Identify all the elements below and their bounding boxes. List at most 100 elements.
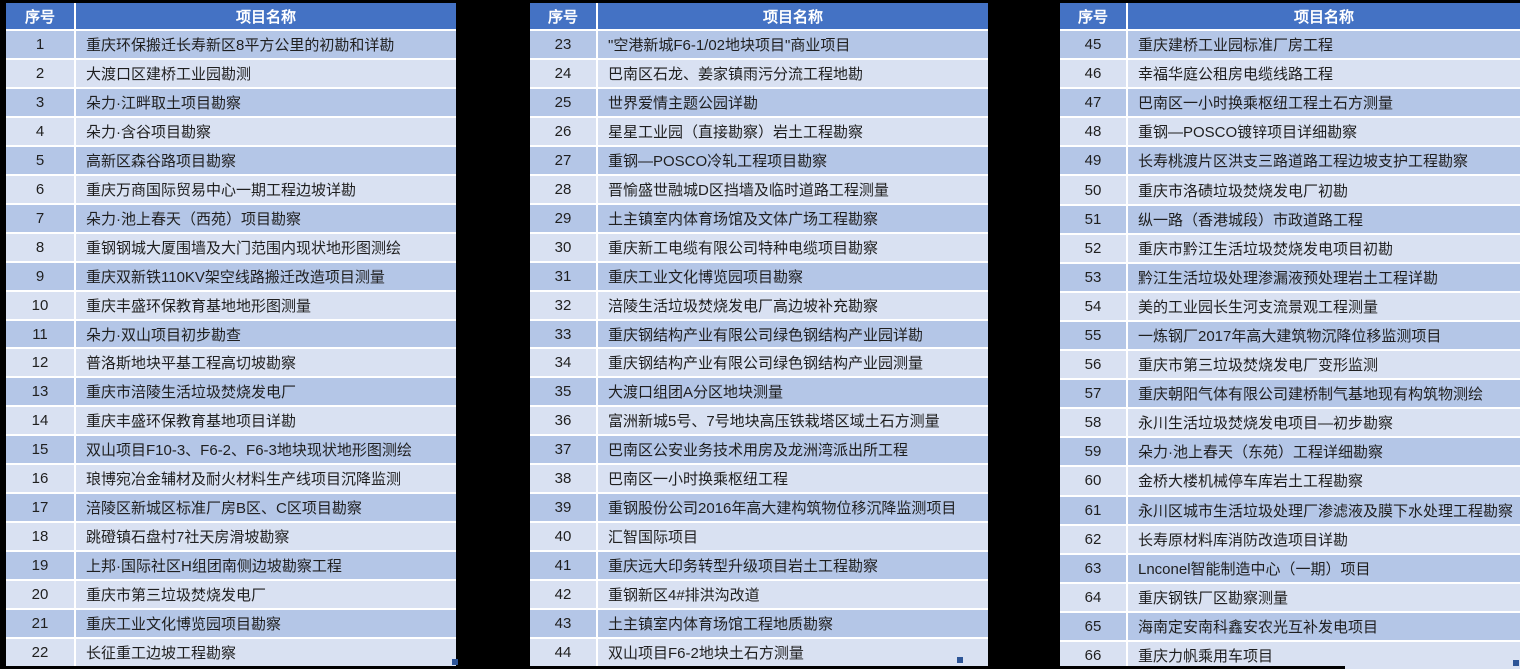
row-number-cell[interactable]: 51 [1060, 205, 1126, 233]
row-number-cell[interactable]: 26 [530, 117, 596, 145]
row-number-cell[interactable]: 32 [530, 291, 596, 319]
row-number-cell[interactable]: 11 [6, 320, 74, 348]
project-name-cell[interactable]: 重庆远大印务转型升级项目岩土工程勘察 [598, 552, 988, 580]
row-number-cell[interactable]: 12 [6, 349, 74, 377]
row-number-cell[interactable]: 44 [530, 639, 596, 666]
row-number-cell[interactable]: 2 [6, 59, 74, 87]
row-number-cell[interactable]: 37 [530, 436, 596, 464]
project-name-cell[interactable]: 永川生活垃圾焚烧发电项目—初步勘察 [1128, 409, 1520, 437]
row-number-cell[interactable]: 42 [530, 581, 596, 609]
project-name-cell[interactable]: 巴南区石龙、姜家镇雨污分流工程地勘 [598, 59, 988, 87]
project-name-cell[interactable]: 星星工业园（直接勘察）岩土工程勘察 [598, 117, 988, 145]
row-number-cell[interactable]: 22 [6, 639, 74, 666]
row-number-cell[interactable]: 57 [1060, 380, 1126, 408]
row-number-cell[interactable]: 14 [6, 407, 74, 435]
row-number-cell[interactable]: 64 [1060, 583, 1126, 611]
row-number-cell[interactable]: 24 [530, 59, 596, 87]
project-name-cell[interactable]: 长寿桃渡片区洪支三路道路工程边坡支护工程勘察 [1128, 147, 1520, 175]
project-name-cell[interactable]: 重庆钢结构产业有限公司绿色钢结构产业园测量 [598, 349, 988, 377]
project-name-cell[interactable]: 永川区城市生活垃圾处理厂渗滤液及膜下水处理工程勘察 [1128, 496, 1520, 524]
row-number-cell[interactable]: 56 [1060, 351, 1126, 379]
row-number-cell[interactable]: 7 [6, 204, 74, 232]
project-name-cell[interactable]: 重庆万商国际贸易中心一期工程边坡详勘 [76, 175, 456, 203]
fill-handle-group-3[interactable] [1513, 660, 1519, 666]
row-number-cell[interactable]: 34 [530, 349, 596, 377]
header-cell-index[interactable]: 序号 [6, 3, 74, 29]
row-number-cell[interactable]: 20 [6, 581, 74, 609]
project-name-cell[interactable]: 朵力·池上春天（西苑）项目勘察 [76, 204, 456, 232]
row-number-cell[interactable]: 48 [1060, 118, 1126, 146]
project-name-cell[interactable]: 重庆工业文化博览园项目勘察 [598, 262, 988, 290]
row-number-cell[interactable]: 13 [6, 378, 74, 406]
project-name-cell[interactable]: 重庆环保搬迁长寿新区8平方公里的初勘和详勘 [76, 31, 456, 58]
row-number-cell[interactable]: 31 [530, 262, 596, 290]
project-name-cell[interactable]: 晋愉盛世融城D区挡墙及临时道路工程测量 [598, 175, 988, 203]
project-name-cell[interactable]: 大渡口区建桥工业园勘测 [76, 59, 456, 87]
project-name-cell[interactable]: 朵力·含谷项目勘察 [76, 117, 456, 145]
row-number-cell[interactable]: 60 [1060, 467, 1126, 495]
row-number-cell[interactable]: 9 [6, 262, 74, 290]
header-cell-index[interactable]: 序号 [1060, 3, 1126, 29]
row-number-cell[interactable]: 46 [1060, 60, 1126, 88]
row-number-cell[interactable]: 28 [530, 175, 596, 203]
row-number-cell[interactable]: 39 [530, 494, 596, 522]
row-number-cell[interactable]: 53 [1060, 263, 1126, 291]
project-name-cell[interactable]: 大渡口组团A分区地块测量 [598, 378, 988, 406]
row-number-cell[interactable]: 47 [1060, 89, 1126, 117]
row-number-cell[interactable]: 3 [6, 88, 74, 116]
project-name-cell[interactable]: 巴南区一小时换乘枢纽工程 [598, 465, 988, 493]
row-number-cell[interactable]: 49 [1060, 147, 1126, 175]
project-name-cell[interactable]: "空港新城F6-1/02地块项目"商业项目 [598, 31, 988, 58]
project-name-cell[interactable]: 重庆朝阳气体有限公司建桥制气基地现有构筑物测绘 [1128, 380, 1520, 408]
row-number-cell[interactable]: 66 [1060, 641, 1126, 669]
row-number-cell[interactable]: 6 [6, 175, 74, 203]
row-number-cell[interactable]: 63 [1060, 554, 1126, 582]
project-name-cell[interactable]: 重庆新工电缆有限公司特种电缆项目勘察 [598, 233, 988, 261]
row-number-cell[interactable]: 38 [530, 465, 596, 493]
project-name-cell[interactable]: 重庆双新铁110KV架空线路搬迁改造项目测量 [76, 262, 456, 290]
project-name-cell[interactable]: 富洲新城5号、7号地块高压铁栽塔区域土石方测量 [598, 407, 988, 435]
project-name-cell[interactable]: 黔江生活垃圾处理渗漏液预处理岩土工程详勘 [1128, 263, 1520, 291]
project-name-cell[interactable]: 金桥大楼机械停车库岩土工程勘察 [1128, 467, 1520, 495]
project-name-cell[interactable]: 上邦·国际社区H组团南侧边坡勘察工程 [76, 552, 456, 580]
row-number-cell[interactable]: 23 [530, 31, 596, 58]
project-name-cell[interactable]: 重庆钢铁厂区勘察测量 [1128, 583, 1520, 611]
project-name-cell[interactable]: 巴南区公安业务技术用房及龙洲湾派出所工程 [598, 436, 988, 464]
row-number-cell[interactable]: 59 [1060, 438, 1126, 466]
project-name-cell[interactable]: 朵力·双山项目初步勘查 [76, 320, 456, 348]
row-number-cell[interactable]: 62 [1060, 525, 1126, 553]
project-name-cell[interactable]: 海南定安南科鑫安农光互补发电项目 [1128, 612, 1520, 640]
row-number-cell[interactable]: 36 [530, 407, 596, 435]
project-name-cell[interactable]: 重庆建桥工业园标准厂房工程 [1128, 31, 1520, 59]
project-name-cell[interactable]: 高新区森谷路项目勘察 [76, 146, 456, 174]
project-name-cell[interactable]: 跳磴镇石盘村7社天房滑坡勘察 [76, 523, 456, 551]
row-number-cell[interactable]: 33 [530, 320, 596, 348]
row-number-cell[interactable]: 61 [1060, 496, 1126, 524]
project-name-cell[interactable]: 长寿原材料库消防改造项目详勘 [1128, 525, 1520, 553]
project-name-cell[interactable]: 重庆市第三垃圾焚烧发电厂变形监测 [1128, 351, 1520, 379]
header-cell-index[interactable]: 序号 [530, 3, 596, 29]
project-name-cell[interactable]: 一炼钢厂2017年高大建筑物沉降位移监测项目 [1128, 321, 1520, 350]
row-number-cell[interactable]: 5 [6, 146, 74, 174]
project-name-cell[interactable]: 长征重工边坡工程勘察 [76, 639, 456, 666]
row-number-cell[interactable]: 27 [530, 146, 596, 174]
row-number-cell[interactable]: 25 [530, 88, 596, 116]
project-name-cell[interactable]: 双山项目F10-3、F6-2、F6-3地块现状地形图测绘 [76, 436, 456, 464]
project-name-cell[interactable]: 重庆市涪陵生活垃圾焚烧发电厂 [76, 378, 456, 406]
header-cell-project-name[interactable]: 项目名称 [1128, 3, 1520, 29]
project-name-cell[interactable]: 重庆力帆乘用车项目 [1128, 641, 1520, 669]
row-number-cell[interactable]: 8 [6, 233, 74, 261]
row-number-cell[interactable]: 17 [6, 494, 74, 522]
header-cell-project-name[interactable]: 项目名称 [598, 3, 988, 29]
project-name-cell[interactable]: 朵力·江畔取土项目勘察 [76, 88, 456, 116]
project-name-cell[interactable]: 土主镇室内体育场馆及文体广场工程勘察 [598, 204, 988, 232]
row-number-cell[interactable]: 16 [6, 465, 74, 493]
project-name-cell[interactable]: 幸福华庭公租房电缆线路工程 [1128, 60, 1520, 88]
row-number-cell[interactable]: 65 [1060, 612, 1126, 640]
row-number-cell[interactable]: 21 [6, 610, 74, 638]
row-number-cell[interactable]: 15 [6, 436, 74, 464]
row-number-cell[interactable]: 19 [6, 552, 74, 580]
project-name-cell[interactable]: 涪陵区新城区标准厂房B区、C区项目勘察 [76, 494, 456, 522]
header-cell-project-name[interactable]: 项目名称 [76, 3, 456, 29]
project-name-cell[interactable]: 土主镇室内体育场馆工程地质勘察 [598, 610, 988, 638]
